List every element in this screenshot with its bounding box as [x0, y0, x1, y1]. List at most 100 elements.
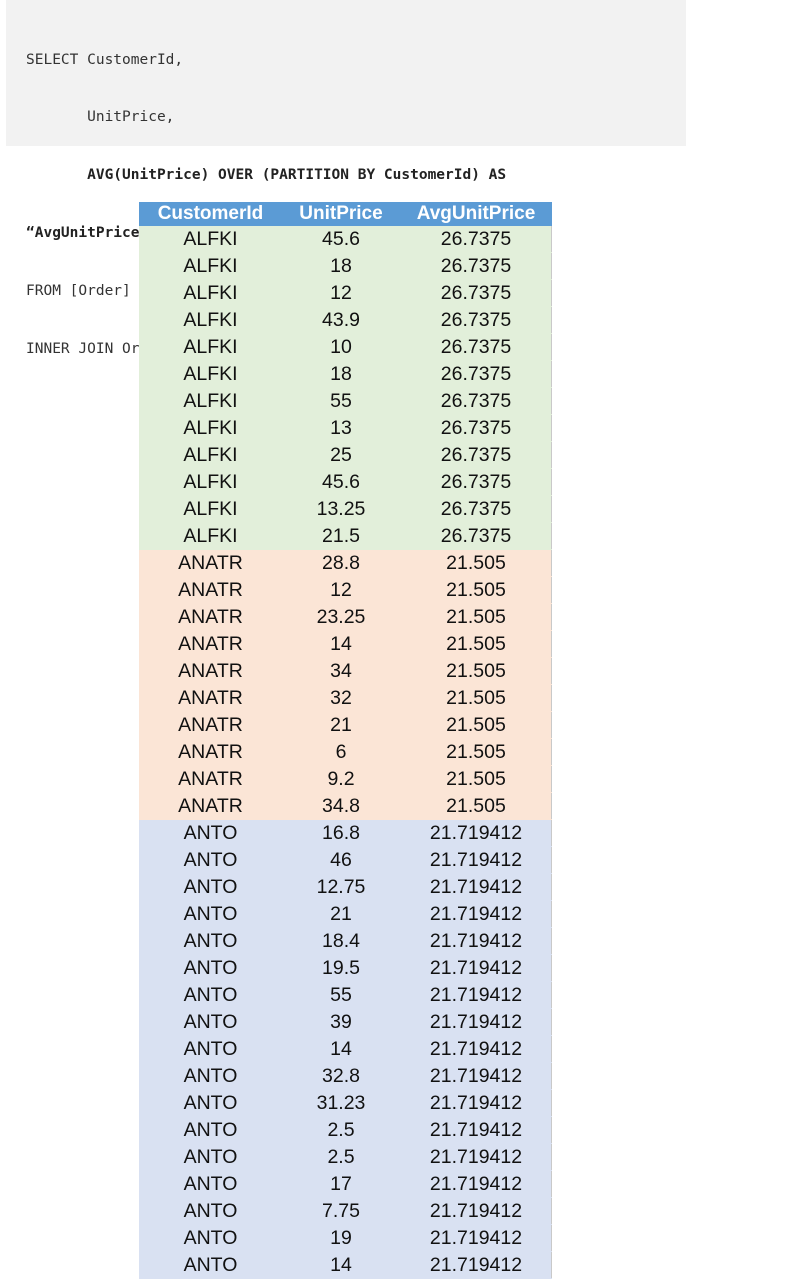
cell-unit-price: 2.5: [282, 1116, 400, 1144]
cell-avg-unit-price: 21.505: [400, 792, 552, 820]
table-row: ANATR 34.8 21.505: [139, 792, 552, 820]
cell-customer-id: ANTO: [139, 1143, 282, 1171]
cell-unit-price: 45.6: [282, 468, 400, 496]
cell-unit-price: 34.8: [282, 792, 400, 820]
table-header: CustomerId UnitPrice AvgUnitPrice: [139, 202, 552, 226]
cell-avg-unit-price: 26.7375: [400, 495, 552, 523]
cell-unit-price: 34: [282, 657, 400, 685]
cell-avg-unit-price: 21.719412: [400, 954, 552, 982]
table-row: ALFKI 45.6 26.7375: [139, 226, 552, 253]
table-row: ALFKI 55 26.7375: [139, 387, 552, 415]
cell-customer-id: ANATR: [139, 549, 282, 577]
cell-unit-price: 18.4: [282, 927, 400, 955]
sql-line: UnitPrice,: [26, 109, 175, 126]
cell-unit-price: 39: [282, 1008, 400, 1036]
cell-unit-price: 10: [282, 333, 400, 361]
table-row: ALFKI 43.9 26.7375: [139, 306, 552, 334]
cell-avg-unit-price: 21.505: [400, 576, 552, 604]
table-row: ANTO 55 21.719412: [139, 981, 552, 1009]
cell-avg-unit-price: 21.505: [400, 657, 552, 685]
cell-unit-price: 17: [282, 1170, 400, 1198]
cell-customer-id: ANTO: [139, 819, 282, 847]
cell-avg-unit-price: 26.7375: [400, 333, 552, 361]
table-row: ANATR 6 21.505: [139, 738, 552, 766]
cell-avg-unit-price: 21.505: [400, 711, 552, 739]
cell-avg-unit-price: 21.719412: [400, 1251, 552, 1279]
table-row: ANTO 31.23 21.719412: [139, 1089, 552, 1117]
cell-unit-price: 9.2: [282, 765, 400, 793]
cell-customer-id: ANATR: [139, 576, 282, 604]
table-row: ALFKI 13 26.7375: [139, 414, 552, 442]
cell-unit-price: 14: [282, 1251, 400, 1279]
cell-unit-price: 25: [282, 441, 400, 469]
table-row: ALFKI 21.5 26.7375: [139, 522, 552, 550]
table-row: ALFKI 10 26.7375: [139, 333, 552, 361]
cell-customer-id: ANTO: [139, 1197, 282, 1225]
cell-avg-unit-price: 21.505: [400, 684, 552, 712]
cell-unit-price: 7.75: [282, 1197, 400, 1225]
cell-customer-id: ANTO: [139, 1251, 282, 1279]
cell-avg-unit-price: 21.719412: [400, 1197, 552, 1225]
cell-avg-unit-price: 21.719412: [400, 1008, 552, 1036]
cell-customer-id: ANTO: [139, 900, 282, 928]
table-row: ANATR 21 21.505: [139, 711, 552, 739]
cell-avg-unit-price: 26.7375: [400, 468, 552, 496]
cell-avg-unit-price: 21.719412: [400, 873, 552, 901]
sql-line: “AvgUnitPrice”: [26, 225, 149, 242]
table-row: ALFKI 18 26.7375: [139, 360, 552, 388]
cell-unit-price: 32.8: [282, 1062, 400, 1090]
cell-customer-id: ANTO: [139, 954, 282, 982]
cell-avg-unit-price: 21.505: [400, 603, 552, 631]
cell-customer-id: ANATR: [139, 711, 282, 739]
cell-avg-unit-price: 21.505: [400, 765, 552, 793]
cell-avg-unit-price: 26.7375: [400, 252, 552, 280]
cell-customer-id: ANTO: [139, 981, 282, 1009]
table-row: ANTO 39 21.719412: [139, 1008, 552, 1036]
cell-customer-id: ANATR: [139, 738, 282, 766]
cell-unit-price: 12.75: [282, 873, 400, 901]
cell-avg-unit-price: 21.719412: [400, 900, 552, 928]
cell-unit-price: 14: [282, 630, 400, 658]
cell-avg-unit-price: 26.7375: [400, 279, 552, 307]
cell-unit-price: 21: [282, 900, 400, 928]
table-row: ANATR 14 21.505: [139, 630, 552, 658]
table-row: ALFKI 12 26.7375: [139, 279, 552, 307]
cell-unit-price: 6: [282, 738, 400, 766]
cell-unit-price: 16.8: [282, 819, 400, 847]
table-row: ANATR 32 21.505: [139, 684, 552, 712]
cell-avg-unit-price: 26.7375: [400, 522, 552, 550]
cell-avg-unit-price: 21.719412: [400, 1035, 552, 1063]
cell-unit-price: 21: [282, 711, 400, 739]
cell-unit-price: 43.9: [282, 306, 400, 334]
cell-unit-price: 55: [282, 981, 400, 1009]
cell-customer-id: ALFKI: [139, 414, 282, 442]
cell-customer-id: ANTO: [139, 1035, 282, 1063]
cell-unit-price: 46: [282, 846, 400, 874]
cell-customer-id: ANTO: [139, 1008, 282, 1036]
cell-avg-unit-price: 21.719412: [400, 981, 552, 1009]
cell-customer-id: ANTO: [139, 927, 282, 955]
table-row: ANTO 14 21.719412: [139, 1035, 552, 1063]
cell-avg-unit-price: 21.719412: [400, 927, 552, 955]
table-row: ANTO 12.75 21.719412: [139, 873, 552, 901]
table-row: ANTO 16.8 21.719412: [139, 819, 552, 847]
cell-customer-id: ANATR: [139, 603, 282, 631]
cell-avg-unit-price: 21.719412: [400, 1062, 552, 1090]
cell-avg-unit-price: 21.719412: [400, 1170, 552, 1198]
table-row: ANTO 32.8 21.719412: [139, 1062, 552, 1090]
cell-customer-id: ANATR: [139, 765, 282, 793]
cell-unit-price: 32: [282, 684, 400, 712]
cell-customer-id: ANTO: [139, 1062, 282, 1090]
cell-unit-price: 13: [282, 414, 400, 442]
cell-unit-price: 31.23: [282, 1089, 400, 1117]
table-row: ANTO 7.75 21.719412: [139, 1197, 552, 1225]
header-avg-unit-price: AvgUnitPrice: [400, 202, 552, 226]
cell-avg-unit-price: 26.7375: [400, 226, 552, 253]
cell-unit-price: 21.5: [282, 522, 400, 550]
table-row: ANATR 34 21.505: [139, 657, 552, 685]
cell-unit-price: 19: [282, 1224, 400, 1252]
sql-code-block: SELECT CustomerId, UnitPrice, AVG(UnitPr…: [6, 0, 686, 357]
header-unit-price: UnitPrice: [282, 202, 400, 226]
sql-line: AVG(UnitPrice) OVER (PARTITION BY Custom…: [26, 167, 507, 184]
cell-unit-price: 18: [282, 360, 400, 388]
